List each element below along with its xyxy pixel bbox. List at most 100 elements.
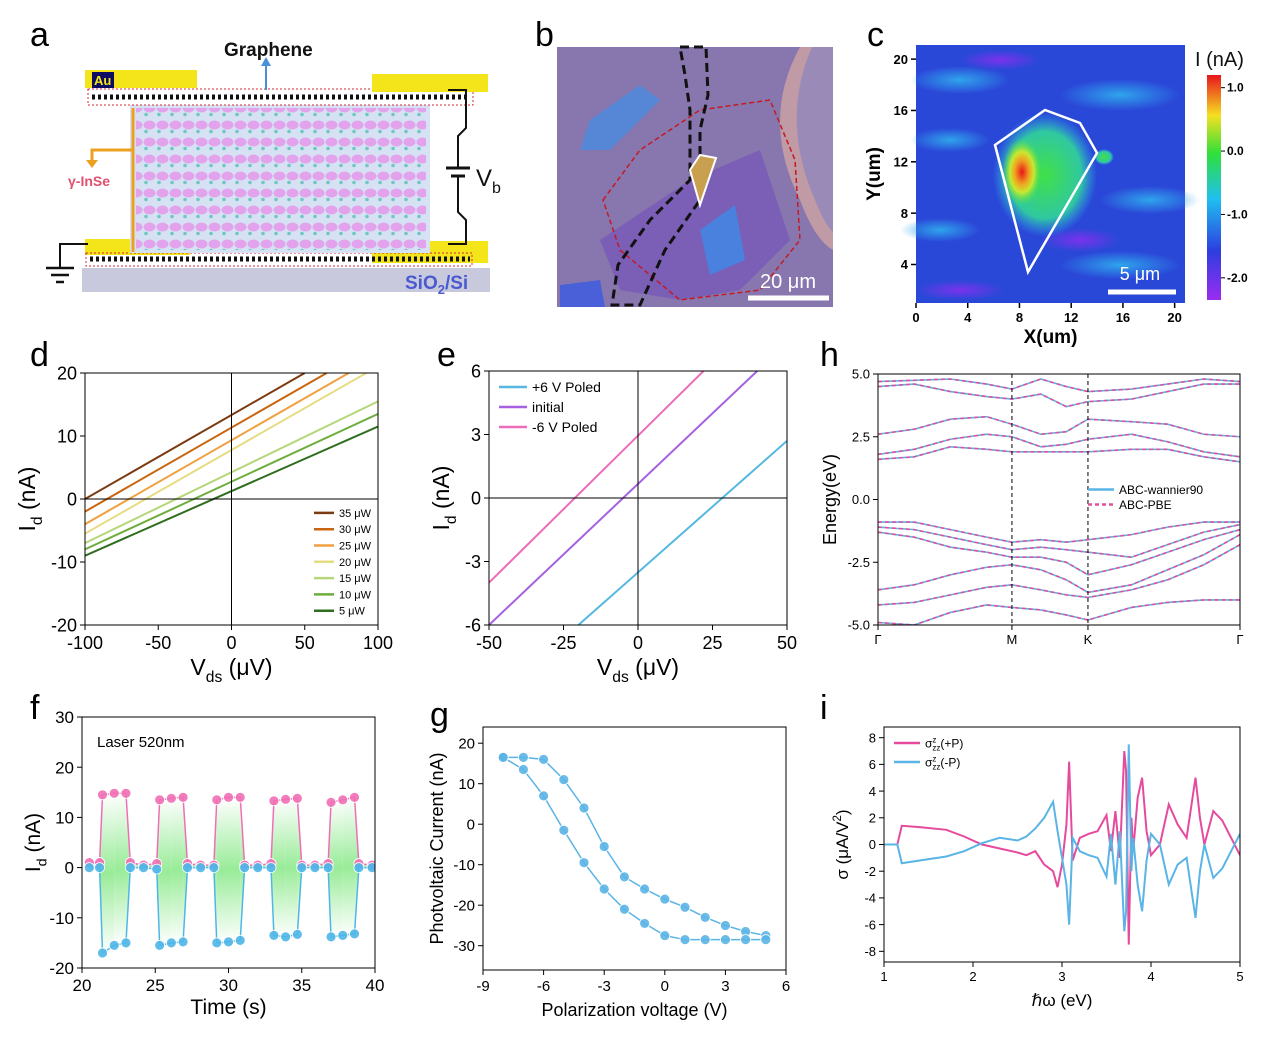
insep-outline xyxy=(602,99,801,301)
series-marker xyxy=(291,928,303,940)
band-line xyxy=(878,599,1240,625)
series-line xyxy=(85,373,328,513)
heatmap-blob xyxy=(1002,138,1042,206)
x-tick-label: 0 xyxy=(633,633,643,653)
series-marker xyxy=(124,862,136,873)
circuit-wire xyxy=(448,89,467,168)
series-marker xyxy=(280,931,292,943)
series-marker xyxy=(699,911,711,923)
x-axis-label: Polarization voltage (V) xyxy=(541,1000,727,1020)
y-tick-label: -20 xyxy=(49,959,74,978)
series-marker xyxy=(538,754,549,765)
text: /Si xyxy=(445,273,468,294)
series-marker xyxy=(679,934,691,946)
series-marker xyxy=(239,862,251,873)
graphene-box xyxy=(87,88,474,106)
material-label: γ-InSe xyxy=(68,173,110,189)
flake xyxy=(700,205,745,275)
band-line xyxy=(878,521,1240,543)
label-part: zz xyxy=(932,743,940,752)
y-axis-label: Photvoltaic Current (nA) xyxy=(427,752,447,944)
label-part: d xyxy=(29,516,46,525)
series-marker xyxy=(252,862,264,873)
y-tick-label: -10 xyxy=(453,857,475,874)
panel-label: a xyxy=(30,16,49,54)
series-line xyxy=(489,371,705,584)
fill-band xyxy=(285,798,298,937)
series-marker xyxy=(518,764,529,775)
fill-band xyxy=(331,799,343,937)
ground-wire xyxy=(59,243,88,268)
series-marker xyxy=(120,787,132,799)
label-part: σ (μA/V xyxy=(833,821,852,880)
scale-bar-label: 20 μm xyxy=(760,271,816,293)
fill-band xyxy=(216,797,229,943)
heatmap-blob xyxy=(1060,251,1180,279)
series-marker xyxy=(94,862,105,873)
fill-band xyxy=(273,799,286,937)
band-line xyxy=(878,533,1240,594)
y-tick-label: -5.0 xyxy=(848,618,870,633)
colorbar-tick-label: -1.0 xyxy=(1227,207,1248,221)
overlap xyxy=(688,153,718,209)
legend-label: initial xyxy=(532,399,564,415)
y-tick-label: 10 xyxy=(57,426,77,446)
y-tick-label: 5.0 xyxy=(852,367,870,382)
y-axis-label: Id (nA) xyxy=(428,466,460,531)
series-marker xyxy=(120,937,132,949)
bias-label: Vb xyxy=(476,165,501,197)
label-part: zz xyxy=(932,762,940,771)
panel-label: b xyxy=(535,16,554,54)
colorbar-tick-label: 0.0 xyxy=(1227,144,1244,158)
y-tick-label: 0.0 xyxy=(852,492,870,507)
x-tick-label: 0 xyxy=(912,310,919,325)
panel-label: i xyxy=(820,689,828,727)
legend-label: 35 μW xyxy=(339,508,372,520)
series-marker xyxy=(151,863,163,875)
device-outline xyxy=(993,108,1099,276)
x-tick-label: 20 xyxy=(1167,310,1181,325)
legend-label: +6 V Poled xyxy=(532,379,601,395)
heatmap-blob xyxy=(1060,79,1180,111)
label-part: (μV) xyxy=(629,654,679,680)
pointer xyxy=(90,148,133,162)
schematic: a SiO2/Si Au Graphene γ-InSe Vb xyxy=(30,16,501,297)
x-tick-label: 40 xyxy=(366,976,385,995)
series-marker xyxy=(659,930,671,941)
arrow-head xyxy=(86,160,98,168)
y-tick-label: 2.5 xyxy=(852,429,870,444)
series-marker xyxy=(265,862,277,873)
series-marker xyxy=(353,862,365,873)
band-line xyxy=(878,523,1240,559)
series-marker xyxy=(280,793,292,805)
panel-label: h xyxy=(820,336,839,374)
band-line xyxy=(878,543,1240,606)
y-tick-label: 0 xyxy=(869,837,876,852)
series-line xyxy=(85,373,306,500)
label-part: I xyxy=(22,866,45,872)
band-line xyxy=(878,528,1240,576)
series-marker xyxy=(598,841,610,852)
x-tick-label: K xyxy=(1084,632,1093,647)
series-marker xyxy=(291,792,303,804)
y-tick-label: -4 xyxy=(864,891,876,906)
x-tick-label: 0 xyxy=(226,633,236,653)
plot-frame xyxy=(81,716,376,969)
series-marker xyxy=(154,794,166,806)
legend-label: ABC-wannier90 xyxy=(1119,483,1203,497)
panel-label: c xyxy=(867,16,884,54)
x-tick-label: 30 xyxy=(219,976,238,995)
band-line xyxy=(878,445,1240,463)
y-tick-label: 20 xyxy=(55,758,74,777)
y-tick-label: -10 xyxy=(51,552,77,572)
fill-band xyxy=(102,793,115,953)
label-part: (nA) xyxy=(14,467,40,517)
electrode xyxy=(372,74,488,92)
x-tick-label: -25 xyxy=(550,633,576,653)
band-line xyxy=(878,415,1240,438)
x-tick-label: 2 xyxy=(969,969,976,984)
x-tick-label: -50 xyxy=(145,633,171,653)
series-marker xyxy=(97,789,108,801)
y-tick-label: 4 xyxy=(869,784,876,799)
